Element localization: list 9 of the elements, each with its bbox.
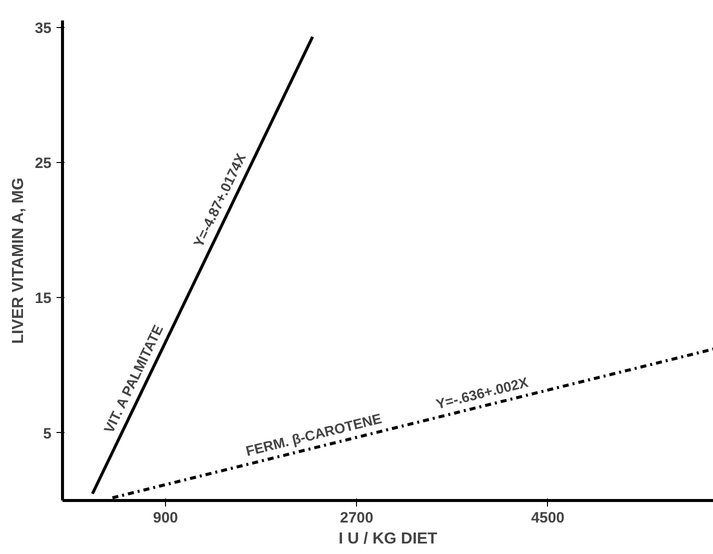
x-tick-label: 2700 <box>340 510 374 526</box>
y-tick-label: 35 <box>34 20 52 37</box>
y-tick-label: 25 <box>34 154 52 172</box>
x-axis-title: I U / KG DIET <box>338 530 438 548</box>
y-tick-label: 15 <box>34 290 52 308</box>
y-tick-label: 5 <box>43 425 52 442</box>
x-tick-label: 900 <box>153 510 178 526</box>
x-tick-label: 4500 <box>531 510 565 526</box>
y-axis-title: LIVER VITAMIN A, MG <box>10 178 27 344</box>
